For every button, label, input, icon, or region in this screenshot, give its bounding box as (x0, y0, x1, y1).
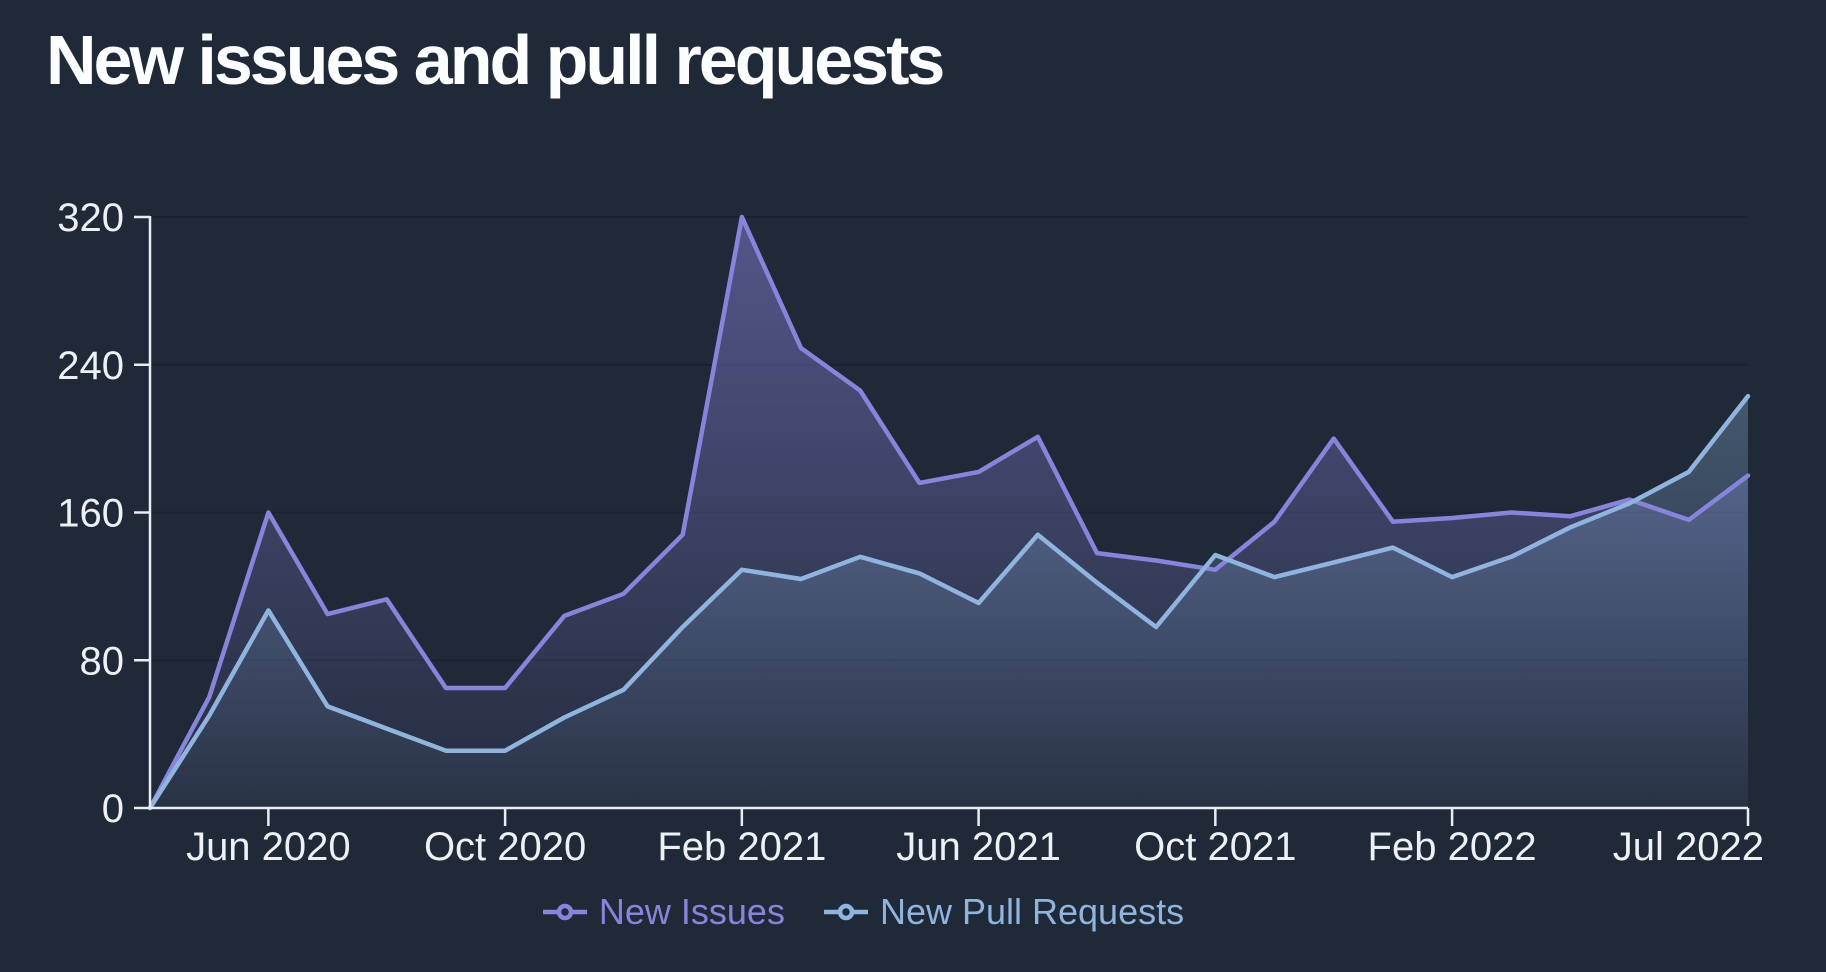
line-new-issues (147, 214, 1751, 811)
y-tick-label-160: 160 (57, 492, 124, 536)
y-tick-label-80: 80 (80, 639, 125, 683)
x-tick-label-feb-2022: Feb 2022 (1368, 825, 1537, 869)
x-tick-label-jun-2021: Jun 2021 (896, 825, 1061, 869)
area-new-pull-requests (150, 396, 1748, 808)
page-title: New issues and pull requests (46, 21, 945, 99)
legend-item-new-pull-requests[interactable]: New Pull Requests (823, 894, 1184, 930)
y-tick-label-0: 0 (102, 787, 124, 831)
y-tick-label-320: 320 (57, 196, 124, 240)
new-issues-marker-icon (542, 903, 587, 921)
x-tick-label-oct-2020: Oct 2020 (424, 825, 586, 869)
legend-item-new-issues[interactable]: New Issues (542, 894, 785, 930)
legend-label-new-issues: New Issues (598, 891, 785, 932)
chart-canvas[interactable]: 0 80 160 240 320 Jun 2020 Oct 2020 Feb 2021 Jun … (0, 0, 1826, 880)
x-tick-label-jun-2020: Jun 2020 (186, 825, 351, 869)
x-tick-label-jul-2022: Jul 2022 (1613, 825, 1764, 869)
x-tick-label-oct-2021: Oct 2021 (1134, 825, 1296, 869)
x-tick-label-feb-2021: Feb 2021 (657, 825, 826, 869)
chart-legend: New Issues New Pull Requests (0, 894, 1726, 930)
legend-label-new-pull-requests: New Pull Requests (879, 891, 1185, 932)
line-new-pull-requests (147, 393, 1751, 811)
new-pull-requests-marker-icon (823, 903, 868, 921)
y-tick-label-240: 240 (57, 344, 124, 388)
